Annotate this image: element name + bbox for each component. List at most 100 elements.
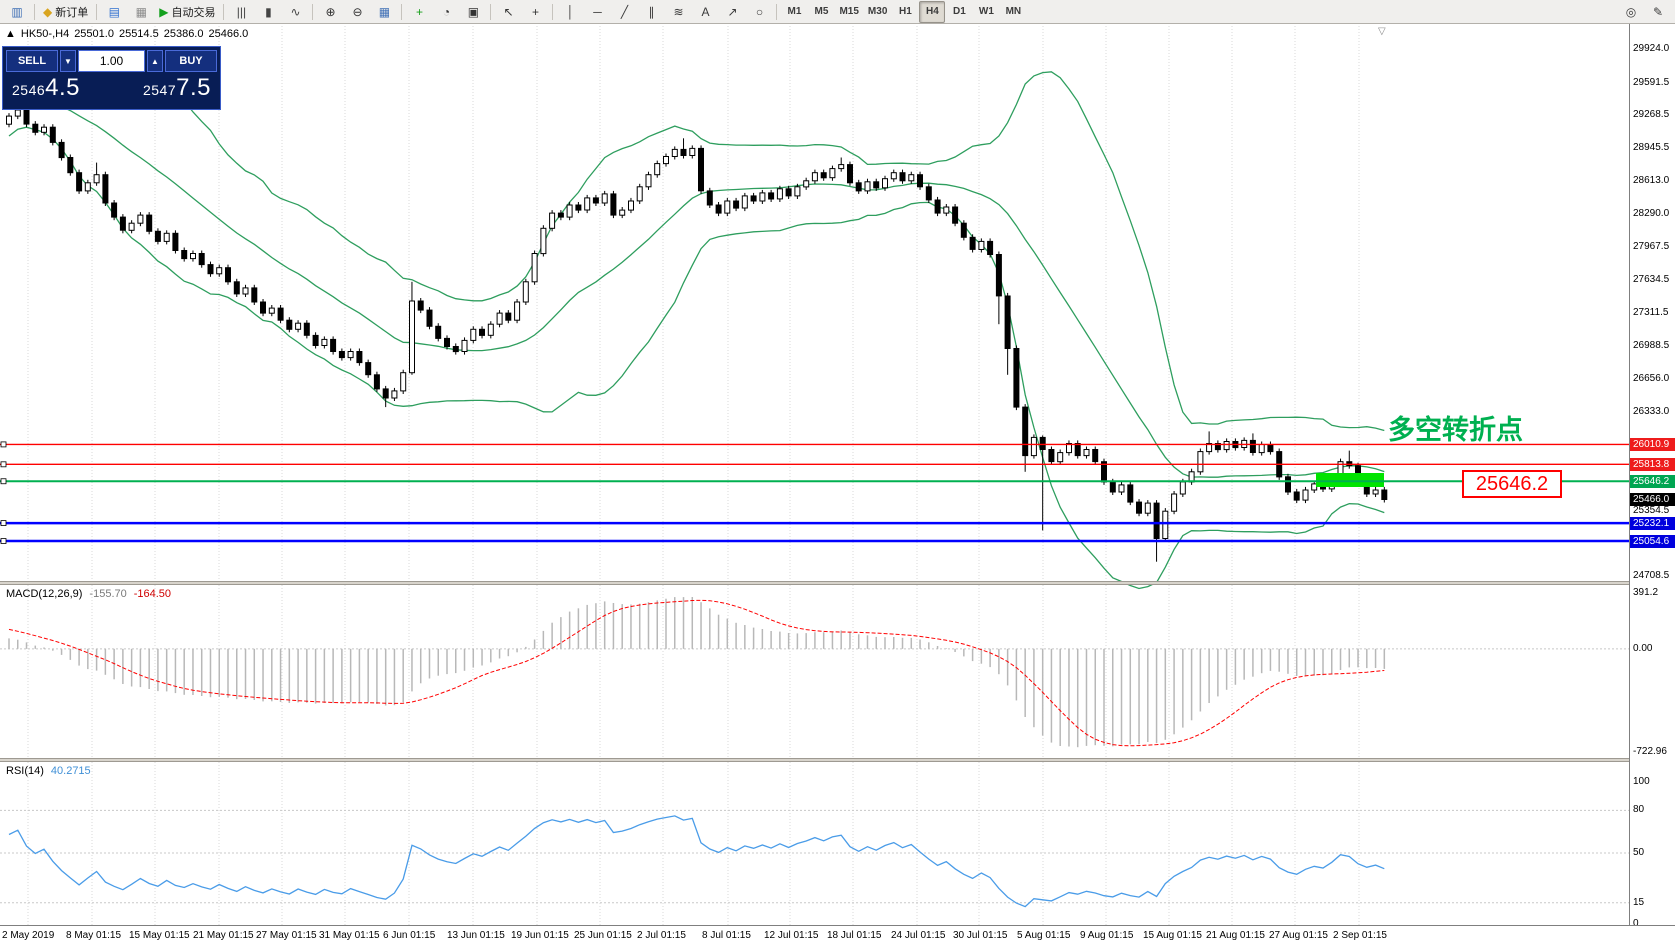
app-menu-icon[interactable]: ▥ (11, 4, 23, 19)
timeframe-m5[interactable]: M5 (814, 6, 829, 17)
time-label: 27 May 01:15 (256, 930, 317, 941)
search-icon[interactable]: ◎ (1625, 4, 1637, 19)
time-label: 31 May 01:15 (319, 930, 380, 941)
time-label: 15 May 01:15 (129, 930, 190, 941)
quick-edit-icon[interactable]: ✎ (1652, 4, 1664, 19)
time-label: 2 May 2019 (2, 930, 55, 941)
open-value: 25501.0 (74, 28, 114, 40)
cursor-icon[interactable]: ↖ (503, 4, 514, 19)
volume-decrease-button[interactable]: ▼ (60, 50, 76, 72)
axis-tick: 27634.5 (1633, 274, 1670, 286)
toolbar-separator (223, 3, 225, 20)
candlestick-chart-icon[interactable]: ▮ (265, 4, 272, 19)
time-label: 8 Jul 01:15 (702, 930, 751, 941)
timeframe-m15[interactable]: M15 (839, 6, 859, 17)
channel-tool[interactable]: ∥ (648, 4, 655, 19)
ohlc-readout: ▲ HK50-,H4 25501.0 25514.5 25386.0 25466.0 (5, 28, 253, 40)
time-label: 6 Jun 01:15 (383, 930, 436, 941)
bar-chart-icon[interactable]: ||| (236, 4, 247, 19)
volume-input[interactable] (78, 50, 145, 72)
time-label: 8 May 01:15 (66, 930, 122, 941)
periods-icon[interactable]: ◔ (442, 4, 451, 19)
timeframe-h4[interactable]: H4 (919, 0, 946, 23)
sell-price[interactable]: 25464.5 (12, 74, 81, 101)
axis-tick: 29591.5 (1633, 76, 1670, 88)
timeframe-h1[interactable]: H1 (898, 6, 912, 17)
toolbar-separator (401, 3, 403, 20)
axis-tick: 15 (1633, 896, 1645, 908)
time-label: 21 May 01:15 (193, 930, 254, 941)
line-chart-icon[interactable]: ∿ (290, 4, 301, 19)
toolbar: ▥ ◆ 新订单 ▤ ▦ ▶ 自动交易 ||| ▮ ∿ ⊕ ⊖ ▦ + ◔ ▣ ↖ + │ ─ ╱ ∥ ≋ A ↗ ○ M1 M5 M15… (0, 0, 1675, 24)
axis-tick: 100 (1633, 776, 1650, 787)
timeframe-m30[interactable]: M30 (867, 6, 888, 17)
axis-tick: 28290.0 (1633, 208, 1670, 220)
new-order-button[interactable]: ◆ 新订单 (43, 4, 89, 19)
arrow-tool[interactable]: ↗ (727, 4, 738, 19)
time-label: 21 Aug 01:15 (1206, 930, 1265, 941)
timeframe-w1[interactable]: W1 (978, 6, 994, 17)
axis-tick: 25354.5 (1633, 504, 1670, 516)
toolbar-separator (312, 3, 314, 20)
time-label: 9 Aug 01:15 (1080, 930, 1134, 941)
time-label: 19 Jun 01:15 (511, 930, 569, 941)
timeframe-m1[interactable]: M1 (787, 6, 802, 17)
macd-indicator-label: MACD(12,26,9) -155.70 -164.50 (6, 588, 172, 600)
autotrade-button[interactable]: ▶ 自动交易 (159, 4, 216, 19)
indicators-icon[interactable]: + (415, 4, 423, 19)
time-label: 25 Jun 01:15 (574, 930, 632, 941)
panel-separator[interactable] (0, 758, 1675, 762)
time-label: 2 Sep 01:15 (1333, 930, 1387, 941)
turning-point-annotation[interactable]: 多空转折点 (1388, 415, 1523, 445)
axis-tick: 27967.5 (1633, 240, 1670, 252)
market-watch-icon[interactable]: ▤ (108, 4, 120, 19)
timeframe-mn[interactable]: MN (1005, 6, 1022, 17)
panel-separator[interactable] (0, 581, 1675, 585)
chart-shift-marker[interactable]: ▽ (1378, 26, 1386, 37)
time-label: 27 Aug 01:15 (1269, 930, 1328, 941)
tile-windows-icon[interactable]: ▦ (378, 4, 391, 19)
timeframe-d1[interactable]: D1 (952, 6, 966, 17)
buy-button[interactable]: BUY (165, 50, 217, 72)
axis-tick: 27311.5 (1633, 306, 1669, 318)
trendline-tool[interactable]: ╱ (620, 4, 629, 19)
high-value: 25514.5 (118, 28, 159, 40)
price-tag-label: 25232.1 (1630, 517, 1675, 531)
axis-tick: 50 (1633, 847, 1645, 858)
templates-icon[interactable]: ▣ (467, 4, 480, 19)
time-axis[interactable]: 2 May 2019 8 May 01:15 15 May 01:15 21 May … (0, 925, 1675, 949)
data-window-icon[interactable]: ▦ (135, 4, 147, 19)
time-label: 30 Jul 01:15 (953, 930, 1008, 941)
volume-increase-button[interactable]: ▲ (147, 50, 163, 72)
time-label: 18 Jul 01:15 (827, 930, 882, 941)
price-tag-label: 25646.2 (1630, 475, 1675, 489)
one-click-trading-panel: SELL ▼ ▲ BUY 25464.5 25477.5 (2, 46, 221, 110)
fibonacci-tool[interactable]: ≋ (673, 4, 684, 19)
axis-tick: 0 (1633, 918, 1639, 929)
shapes-tool[interactable]: ○ (755, 4, 764, 19)
zoom-out-icon[interactable]: ⊖ (352, 4, 363, 19)
price-tag-label: 26010.9 (1630, 438, 1675, 452)
price-tag-label: 25054.6 (1630, 535, 1675, 549)
main-chart-panel[interactable] (0, 26, 1629, 581)
price-axis[interactable]: 29924.0 29591.5 29268.5 28945.5 28613.0 28290… (1629, 24, 1675, 949)
axis-tick: 29268.5 (1633, 109, 1670, 121)
horizontal-line-tool[interactable]: ─ (593, 4, 602, 19)
rsi-indicator-label: RSI(14) 40.2715 (6, 765, 91, 777)
axis-tick: 391.2 (1633, 587, 1659, 598)
axis-tick: 28613.0 (1633, 175, 1670, 187)
sell-button[interactable]: SELL (6, 50, 58, 72)
price-callout-label[interactable]: 25646.2 (1462, 470, 1562, 498)
crosshair-icon[interactable]: + (531, 4, 539, 19)
buy-price[interactable]: 25477.5 (142, 74, 211, 101)
vertical-line-tool[interactable]: │ (566, 4, 575, 19)
chart-canvas[interactable] (0, 0, 1629, 949)
macd-panel[interactable] (0, 585, 1629, 758)
time-label: 13 Jun 01:15 (447, 930, 505, 941)
symbol-label: HK50-,H4 (20, 28, 70, 40)
text-tool[interactable]: A (701, 4, 710, 19)
collapse-panel-icon[interactable]: ▲ (5, 28, 16, 40)
rsi-panel[interactable] (0, 762, 1629, 925)
zoom-in-icon[interactable]: ⊕ (325, 4, 336, 19)
